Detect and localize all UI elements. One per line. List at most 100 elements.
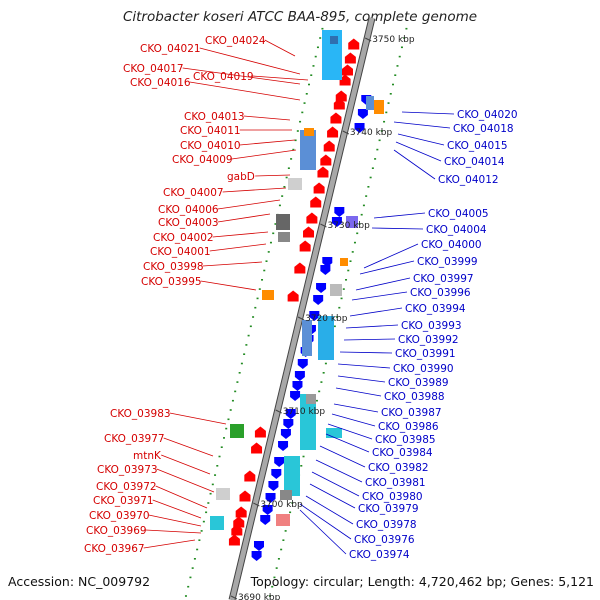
- reverse-gene-label: CKO_04016: [130, 77, 191, 89]
- reverse-leader: [148, 514, 202, 527]
- forward-gene-label: CKO_03978: [356, 519, 417, 531]
- reverse-gene-label: CKO_04007: [163, 187, 224, 199]
- forward-leader: [393, 149, 436, 180]
- gene-block: [230, 424, 244, 438]
- reverse-gene-arrow: [235, 506, 247, 518]
- gene-block: [276, 514, 290, 526]
- gene-block: [300, 130, 316, 170]
- reverse-leader: [231, 149, 297, 160]
- forward-gene-arrow: [292, 381, 303, 391]
- reverse-gene-arrow: [317, 166, 329, 178]
- reverse-gene-arrow: [251, 442, 263, 454]
- forward-gene-label: CKO_03986: [378, 421, 439, 433]
- forward-gene-label: CKO_03976: [354, 534, 415, 546]
- forward-gene-label: CKO_03997: [413, 273, 474, 285]
- reverse-gene-arrow: [335, 90, 347, 102]
- gene-block: [374, 100, 384, 114]
- gene-block: [288, 178, 302, 190]
- forward-leader: [305, 495, 354, 525]
- scale-label-3720: 3720 kbp: [305, 314, 348, 324]
- reverse-leader: [145, 529, 202, 534]
- forward-leader: [337, 375, 386, 383]
- forward-gene-label: CKO_03985: [375, 434, 436, 446]
- forward-gene-label: CKO_04020: [457, 109, 518, 121]
- forward-gene-label: CKO_03992: [398, 334, 459, 346]
- reverse-gene-label: CKO_04003: [158, 217, 219, 229]
- reverse-gene-arrow: [339, 74, 351, 86]
- reverse-gene-label: CKO_04010: [180, 140, 241, 152]
- reverse-gene-label: CKO_04021: [140, 43, 201, 55]
- reverse-gene-label: mtnK: [133, 450, 162, 462]
- scale-label-3740: 3740 kbp: [350, 128, 393, 138]
- forward-gene-arrow: [260, 515, 271, 525]
- reverse-gene-label: CKO_03972: [96, 481, 157, 493]
- forward-leader: [359, 260, 415, 275]
- gene-block: [216, 488, 230, 500]
- forward-leader: [319, 445, 366, 468]
- forward-gene-arrow: [322, 257, 333, 267]
- reverse-gene-arrow: [348, 38, 360, 50]
- gene-block: [300, 394, 316, 450]
- forward-gene-label: CKO_03980: [362, 491, 423, 503]
- reverse-leader: [152, 499, 202, 519]
- feature-layer: [210, 30, 384, 561]
- reverse-leader: [255, 174, 291, 177]
- scale-label-3690: 3690 kbp: [238, 593, 281, 600]
- gene-block: [276, 214, 290, 230]
- gene-block: [210, 516, 224, 530]
- tick-layer: [184, 27, 408, 600]
- forward-gene-arrow: [285, 409, 296, 419]
- gene-block: [304, 128, 314, 136]
- forward-gene-arrow: [271, 469, 282, 479]
- reverse-leader: [202, 261, 263, 267]
- reverse-leader: [239, 139, 296, 146]
- reverse-gene-arrow: [333, 98, 345, 110]
- forward-leader: [337, 363, 391, 369]
- reverse-gene-arrow: [228, 534, 240, 546]
- reverse-gene-label: CKO_04009: [172, 154, 233, 166]
- forward-gene-label: CKO_03984: [372, 447, 433, 459]
- forward-gene-arrow: [297, 359, 308, 369]
- forward-gene-label: CKO_04004: [426, 224, 487, 236]
- reverse-leader: [212, 231, 269, 238]
- reverse-gene-arrow: [303, 226, 315, 238]
- forward-gene-arrow: [283, 419, 294, 429]
- forward-gene-arrow: [294, 371, 305, 381]
- backbone-layer: [228, 17, 376, 600]
- reverse-gene-arrow: [320, 154, 332, 166]
- accession-text: Accession: NC_009792: [8, 574, 151, 589]
- forward-gene-label: CKO_03994: [405, 303, 466, 315]
- forward-gene-label: CKO_03981: [365, 477, 426, 489]
- reverse-gene-arrow: [330, 112, 342, 124]
- reverse-gene-arrow: [244, 470, 256, 482]
- forward-leader: [371, 227, 424, 230]
- reverse-gene-label: CKO_04011: [180, 125, 241, 137]
- forward-leader: [309, 483, 356, 509]
- forward-leader: [325, 433, 370, 453]
- scale-tick: [230, 595, 238, 600]
- reverse-gene-label: CKO_04001: [150, 246, 211, 258]
- backbone-line: [229, 17, 375, 600]
- reverse-gene-label: CKO_04024: [205, 35, 266, 47]
- reverse-leader: [243, 115, 291, 121]
- reverse-leader: [252, 75, 309, 81]
- forward-gene-arrow: [280, 429, 291, 439]
- reverse-leader: [217, 213, 271, 223]
- forward-gene-arrow: [278, 441, 289, 451]
- reverse-leader: [200, 280, 257, 291]
- forward-gene-arrow: [309, 311, 320, 321]
- reverse-leader: [209, 243, 267, 252]
- forward-leader: [299, 509, 347, 555]
- reverse-gene-label: CKO_04006: [158, 204, 219, 216]
- forward-gene-arrow: [357, 109, 368, 119]
- reverse-gene-arrow: [299, 240, 311, 252]
- reverse-gene-arrow: [306, 212, 318, 224]
- gene-block: [278, 232, 290, 242]
- reverse-gene-arrow: [341, 64, 353, 76]
- gene-block: [366, 96, 374, 110]
- forward-gene-label: CKO_03979: [358, 503, 419, 515]
- gene-block: [346, 216, 358, 228]
- forward-gene-arrow: [251, 551, 262, 561]
- forward-gene-arrow: [354, 123, 365, 133]
- forward-leader: [397, 133, 445, 146]
